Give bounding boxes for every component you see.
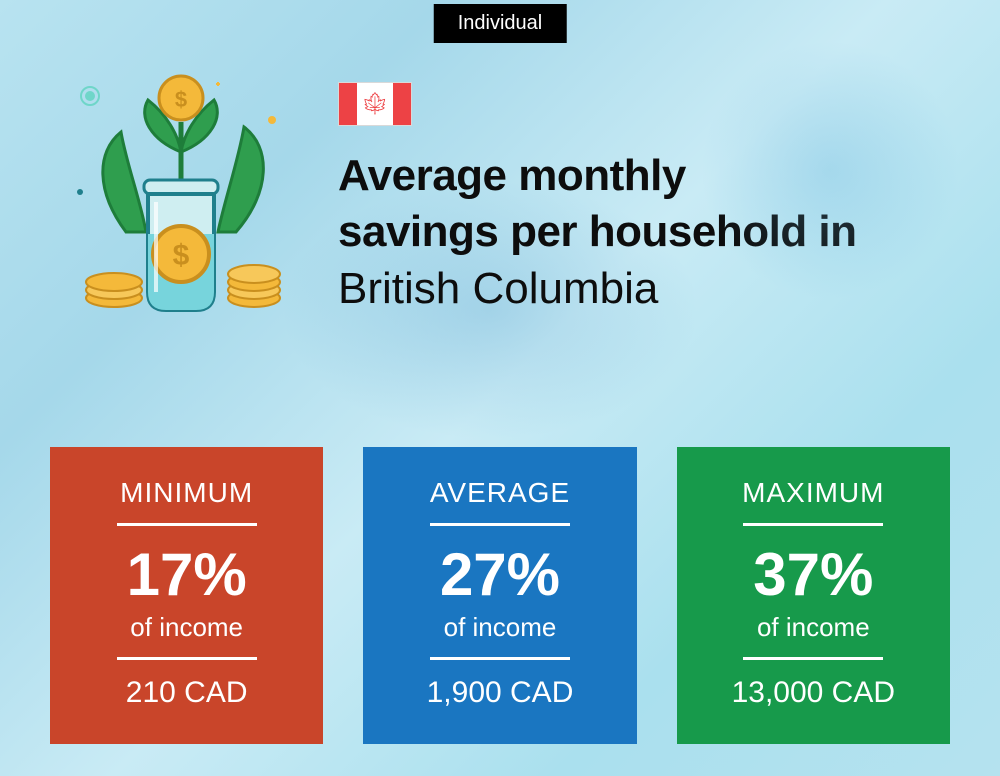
maple-leaf-icon: 🍁︎ [361, 93, 389, 115]
category-tag: Individual [434, 4, 567, 43]
divider [430, 523, 570, 526]
divider [743, 523, 883, 526]
divider [117, 523, 257, 526]
canada-flag-icon: 🍁︎ [338, 82, 412, 126]
card-label: MINIMUM [120, 477, 253, 509]
card-label: MAXIMUM [742, 477, 884, 509]
card-subtext: of income [130, 612, 243, 643]
card-subtext: of income [757, 612, 870, 643]
title-line2: savings per household in [338, 207, 857, 256]
card-percent: 27% [440, 542, 560, 608]
card-label: AVERAGE [430, 477, 570, 509]
card-minimum: MINIMUM 17% of income 210 CAD [50, 447, 323, 744]
card-percent: 17% [127, 542, 247, 608]
card-average: AVERAGE 27% of income 1,900 CAD [363, 447, 636, 744]
card-amount: 1,900 CAD [427, 676, 574, 710]
card-amount: 13,000 CAD [732, 676, 895, 710]
card-percent: 37% [753, 542, 873, 608]
divider [743, 657, 883, 660]
svg-text:$: $ [173, 239, 190, 272]
divider [430, 657, 570, 660]
title-line1: Average monthly [338, 151, 686, 200]
card-amount: 210 CAD [126, 676, 248, 710]
card-maximum: MAXIMUM 37% of income 13,000 CAD [677, 447, 950, 744]
svg-text:$: $ [175, 87, 187, 112]
card-subtext: of income [444, 612, 557, 643]
page-title: Average monthly savings per household in… [338, 148, 960, 317]
divider [117, 657, 257, 660]
savings-illustration: $ $ [66, 62, 296, 322]
title-line3: British Columbia [338, 264, 658, 313]
stats-cards-row: MINIMUM 17% of income 210 CAD AVERAGE 27… [50, 447, 950, 744]
